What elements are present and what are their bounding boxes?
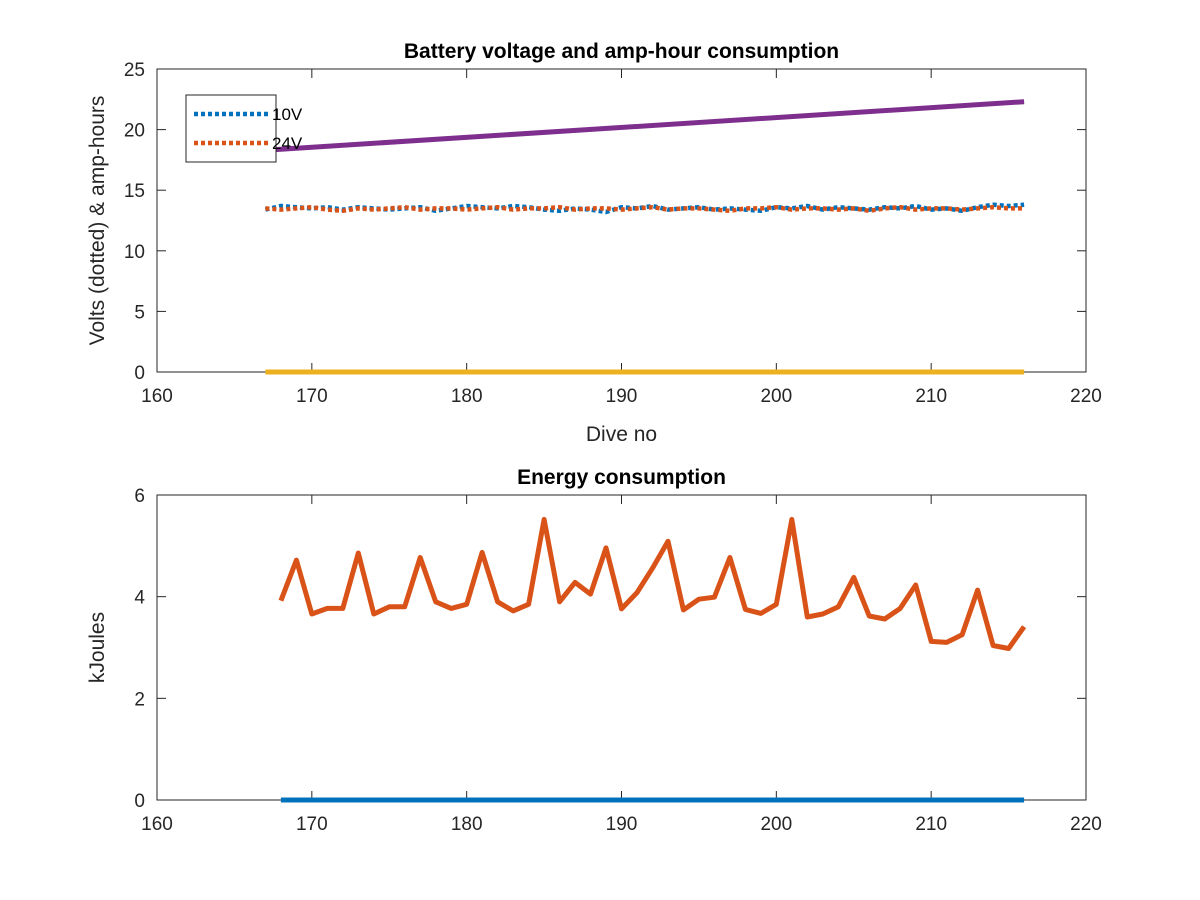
plot-energy-consumption: 160 170 180 190 200 210 220 0 2 4 6 Energy consumpt… bbox=[86, 466, 1102, 835]
y-axis-label: kJoules bbox=[86, 612, 109, 683]
x-tick-label: 180 bbox=[451, 386, 483, 407]
y-tick-label: 6 bbox=[134, 486, 145, 507]
x-tick-label: 160 bbox=[141, 386, 173, 407]
x-tick-label: 180 bbox=[451, 814, 483, 835]
plot-battery-voltage: 160 170 180 190 200 210 220 0 5 10 15 20 25 Battery v… bbox=[86, 40, 1102, 446]
y-tick-label: 0 bbox=[134, 363, 145, 384]
y-tick-label: 15 bbox=[124, 181, 145, 202]
series-line-24v bbox=[265, 204, 1025, 214]
x-tick-label: 200 bbox=[760, 386, 792, 407]
x-tick-label: 200 bbox=[760, 814, 792, 835]
y-axis-label: Volts (dotted) & amp-hours bbox=[86, 96, 109, 346]
x-tick-label: 210 bbox=[915, 814, 947, 835]
series-line-battery-2 bbox=[265, 99, 1025, 153]
x-tick-label: 210 bbox=[915, 386, 947, 407]
y-tick-label: 2 bbox=[134, 689, 145, 710]
axes-box bbox=[156, 494, 1087, 801]
legend-label-10v: 10V bbox=[272, 105, 303, 124]
series-line-energy-0 bbox=[278, 516, 1027, 651]
y-tick-label: 0 bbox=[134, 791, 145, 812]
x-tick-label: 190 bbox=[606, 386, 638, 407]
y-tick-label: 20 bbox=[124, 121, 145, 142]
x-tick-label: 160 bbox=[141, 814, 173, 835]
y-tick-label: 10 bbox=[124, 242, 145, 263]
x-tick-label: 170 bbox=[296, 386, 328, 407]
legend-box bbox=[185, 94, 277, 163]
chart-title: Energy consumption bbox=[517, 466, 726, 489]
chart-title: Battery voltage and amp-hour consumption bbox=[404, 40, 839, 63]
x-tick-label: 220 bbox=[1070, 386, 1102, 407]
x-tick-label: 190 bbox=[606, 814, 638, 835]
x-axis-label: Dive no bbox=[586, 423, 657, 446]
y-tick-label: 25 bbox=[124, 60, 145, 81]
x-tick-label: 170 bbox=[296, 814, 328, 835]
legend-label-24v: 24V bbox=[272, 134, 303, 153]
x-tick-label: 220 bbox=[1070, 814, 1102, 835]
y-tick-label: 4 bbox=[134, 588, 145, 609]
y-tick-label: 5 bbox=[134, 302, 145, 323]
